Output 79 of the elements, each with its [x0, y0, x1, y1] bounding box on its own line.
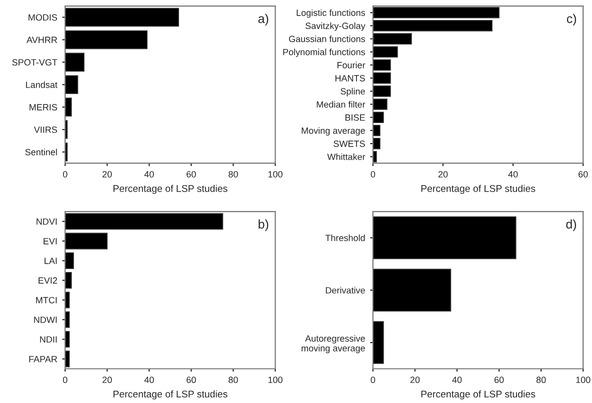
x-axis-title: Percentage of LSP studies — [421, 390, 536, 400]
annotation: c) — [566, 14, 576, 26]
y-tick-label: Sentinel — [25, 148, 57, 156]
x-tick-label: 60 — [186, 376, 196, 384]
y-tick-label: MERIS — [30, 104, 58, 110]
bar — [372, 59, 391, 71]
bar — [65, 232, 108, 250]
bar — [372, 151, 377, 162]
y-tick-label: LAI — [44, 258, 57, 264]
y-tick-label: MTCI — [36, 296, 57, 304]
x-tick-label: 20 — [102, 171, 112, 178]
bar — [65, 8, 180, 27]
y-tick-label: VIIRS — [34, 126, 58, 133]
x-tick-label: 0 — [62, 376, 68, 384]
y-tick-label: AVHRR — [26, 36, 58, 43]
x-tick-label: 20 — [410, 376, 420, 384]
y-tick-label: Savitzky-Golay — [306, 22, 366, 31]
x-tick-label: 100 — [268, 171, 282, 178]
bar — [65, 213, 224, 230]
bar — [372, 268, 452, 312]
x-axis-title: Percentage of LSP studies — [421, 184, 536, 194]
y-tick-label: MODIS — [28, 14, 58, 21]
y-tick-label: Whittaker — [327, 153, 366, 160]
y-tick-label: BISE — [345, 114, 365, 121]
y-tick-label: Autoregressive moving average — [302, 335, 365, 354]
bar — [65, 75, 78, 94]
y-tick-label: SWETS — [334, 140, 365, 147]
x-tick-label: 40 — [144, 376, 154, 384]
bar — [65, 292, 70, 308]
y-tick-label: SPOT-VGT — [12, 59, 58, 66]
x-tick-label: 0 — [370, 171, 376, 178]
x-tick-label: 80 — [536, 376, 546, 384]
bar — [372, 124, 380, 136]
y-tick-label: Gaussian functions — [289, 36, 365, 42]
y-tick-label: NDWI — [34, 316, 57, 323]
bar — [65, 272, 72, 289]
y-tick-label: Landsat — [26, 81, 58, 88]
y-tick-label: HANTS — [335, 75, 365, 82]
y-tick-label: Spline — [340, 88, 365, 96]
x-tick-label: 0 — [62, 171, 68, 178]
x-tick-label: 0 — [370, 376, 376, 384]
x-tick-label: 80 — [228, 376, 238, 384]
y-tick-label: NDVI — [36, 218, 57, 225]
bar — [65, 52, 84, 72]
bar — [372, 138, 380, 150]
x-axis-title: Percentage of LSP studies — [114, 184, 228, 194]
x-tick-label: 60 — [186, 171, 196, 178]
x-axis-title: Percentage of LSP studies — [114, 390, 228, 400]
annotation: a) — [258, 14, 268, 26]
x-tick-label: 60 — [494, 376, 504, 384]
y-tick-label: Derivative — [326, 286, 365, 294]
y-tick-label: EVI — [44, 238, 57, 244]
annotation: b) — [258, 219, 268, 232]
x-tick-label: 100 — [268, 376, 282, 384]
bar — [372, 321, 384, 364]
y-tick-label: FAPAR — [29, 356, 58, 362]
y-tick-label: Polynomial functions — [283, 48, 365, 58]
x-tick-label: 20 — [438, 171, 448, 178]
x-tick-label: 60 — [578, 171, 588, 178]
y-tick-label: Moving average — [302, 127, 365, 136]
x-tick-label: 40 — [452, 376, 462, 384]
bar — [372, 216, 516, 260]
x-tick-label: 20 — [102, 376, 112, 384]
bar — [65, 98, 72, 116]
bar — [372, 6, 500, 18]
y-tick-label: NDII — [40, 336, 57, 343]
bar — [65, 30, 148, 50]
y-tick-label: Logistic functions — [296, 9, 365, 18]
y-tick-label: Median filter — [316, 101, 366, 108]
bar — [372, 72, 391, 84]
x-tick-label: 80 — [228, 171, 238, 178]
annotation: d) — [566, 219, 576, 232]
x-tick-label: 100 — [576, 376, 590, 384]
y-tick-label: Threshold — [325, 234, 365, 242]
x-tick-label: 40 — [508, 171, 518, 178]
y-tick-label: EVI2 — [38, 277, 58, 284]
bar — [65, 252, 74, 269]
x-tick-label: 40 — [144, 171, 154, 178]
y-tick-label: Fourier — [337, 62, 366, 68]
